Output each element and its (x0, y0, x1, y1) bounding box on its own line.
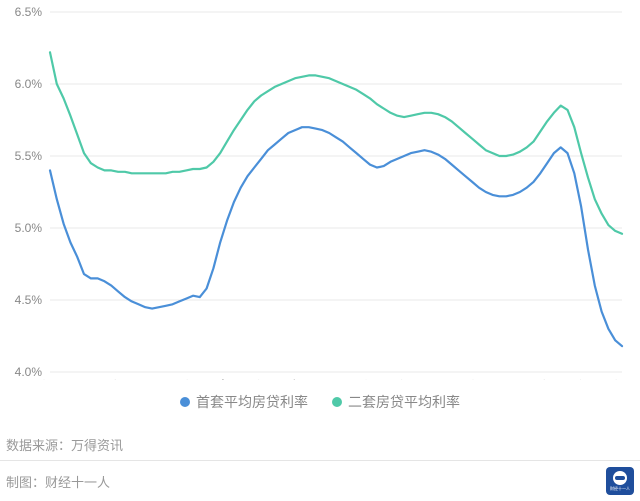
legend-label: 首套平均房贷利率 (196, 392, 308, 412)
x-tick-label: 2019-08 (373, 378, 410, 380)
x-tick-label: 2018-10 (301, 378, 338, 380)
chart-container: 4.0%4.5%5.0%5.5%6.0%6.5%2015-062015-1120… (0, 0, 640, 501)
y-tick-label: 4.0% (15, 365, 43, 379)
legend: 首套平均房贷利率 二套房贷平均利率 (0, 392, 640, 412)
y-tick-label: 6.0% (15, 77, 43, 91)
y-tick-label: 5.5% (15, 149, 43, 163)
x-tick-label: 2017-02 (158, 378, 195, 380)
legend-item: 二套房贷平均利率 (332, 392, 460, 412)
x-tick-label: 2016-09 (122, 378, 159, 380)
x-tick-label: 2016-04 (87, 378, 124, 380)
footer: 数据来源：万得资讯 制图：财经十一人 财经十一人 (0, 429, 640, 501)
series-line (50, 52, 622, 234)
y-tick-label: 6.5% (15, 5, 43, 19)
data-source-label: 数据来源：万得资讯 (0, 429, 640, 461)
series-line (50, 127, 622, 346)
x-tick-label: 2017-12 (230, 378, 267, 380)
x-tick-label: 2019-03 (337, 378, 374, 380)
x-tick-label: 2018-05 (265, 378, 302, 380)
y-tick-label: 5.0% (15, 221, 43, 235)
logo-text: 财经十一人 (610, 486, 630, 492)
x-tick-label: 2017-07 (194, 378, 231, 380)
x-tick-label: 2021-04 (516, 378, 553, 380)
legend-label: 二套房贷平均利率 (348, 392, 460, 412)
globe-icon (613, 471, 627, 485)
x-tick-label: 2015-11 (51, 378, 87, 380)
legend-item: 首套平均房贷利率 (180, 392, 308, 412)
x-tick-label: 2022-02 (551, 378, 588, 380)
y-tick-label: 4.5% (15, 293, 43, 307)
legend-dot-icon (180, 397, 190, 407)
x-tick-label: 2020-01 (408, 378, 445, 380)
brand-logo: 财经十一人 (606, 467, 634, 495)
x-tick-label: 2022-08 (587, 378, 624, 380)
x-tick-label: 2020-06 (444, 378, 481, 380)
line-chart: 4.0%4.5%5.0%5.5%6.0%6.5%2015-062015-1120… (0, 0, 640, 380)
legend-dot-icon (332, 397, 342, 407)
x-tick-label: 2020-11 (480, 378, 516, 380)
credit-label: 制图：财经十一人 (6, 472, 110, 491)
